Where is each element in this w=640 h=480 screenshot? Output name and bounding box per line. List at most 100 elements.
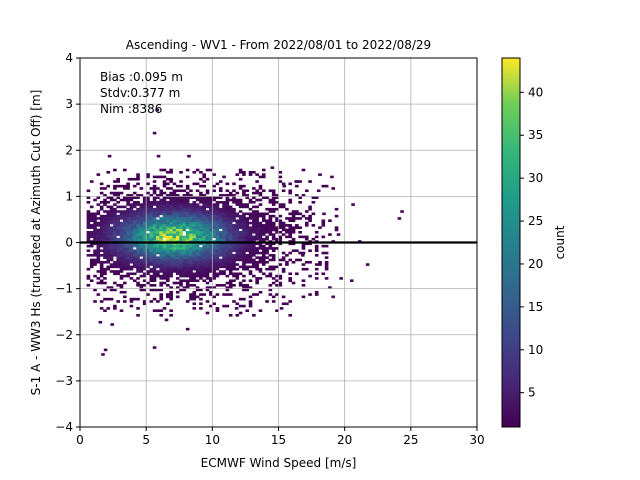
- heatmap-cell: [314, 254, 319, 257]
- heatmap-cell: [116, 194, 120, 197]
- heatmap-cell: [218, 233, 223, 236]
- heatmap-cell: [136, 277, 140, 280]
- heatmap-cell: [159, 203, 164, 206]
- heatmap-cell: [294, 180, 298, 183]
- heatmap-cell: [136, 256, 140, 259]
- heatmap-cell: [182, 256, 187, 259]
- heatmap-cell: [222, 242, 226, 246]
- heatmap-cell: [119, 277, 124, 280]
- heatmap-cell: [195, 247, 200, 250]
- heatmap-cell: [185, 203, 190, 206]
- heatmap-cell: [205, 256, 210, 259]
- heatmap-cell: [182, 237, 187, 241]
- heatmap-cell: [199, 228, 203, 232]
- heatmap-cell: [271, 242, 276, 246]
- heatmap-cell: [248, 295, 253, 299]
- heatmap-cell: [192, 237, 197, 241]
- heatmap-cell: [103, 217, 107, 220]
- heatmap-cell: [281, 182, 286, 186]
- heatmap-cell: [101, 353, 105, 356]
- heatmap-cell: [215, 309, 220, 312]
- heatmap-cell: [228, 233, 233, 236]
- heatmap-cell: [119, 205, 124, 209]
- heatmap-cell: [132, 221, 137, 225]
- heatmap-cell: [109, 230, 114, 234]
- heatmap-cell: [99, 265, 104, 269]
- heatmap-cell: [123, 247, 127, 250]
- heatmap-cell: [96, 203, 101, 206]
- heatmap-cell: [172, 258, 177, 262]
- heatmap-cell: [215, 265, 220, 269]
- heatmap-cell: [288, 258, 293, 262]
- heatmap-cell: [152, 254, 157, 257]
- heatmap-cell: [209, 267, 213, 271]
- heatmap-cell: [103, 277, 107, 280]
- heatmap-cell: [152, 230, 157, 234]
- heatmap-cell: [162, 249, 167, 253]
- heatmap-cell: [212, 184, 216, 188]
- heatmap-cell: [195, 272, 200, 276]
- heatmap-cell: [139, 284, 144, 287]
- colorbar-label: count: [553, 225, 567, 259]
- heatmap-cell: [146, 228, 150, 232]
- heatmap-cell: [268, 288, 273, 292]
- heatmap-cell: [113, 224, 117, 227]
- heatmap-cell: [175, 295, 180, 299]
- heatmap-cell: [189, 203, 193, 206]
- heatmap-cell: [268, 293, 273, 296]
- heatmap-cell: [179, 251, 183, 255]
- heatmap-cell: [268, 189, 273, 193]
- heatmap-cell: [199, 277, 203, 280]
- heatmap-cell: [298, 251, 302, 255]
- heatmap-cell: [86, 254, 91, 257]
- heatmap-cell: [235, 313, 240, 317]
- heatmap-cell: [205, 230, 210, 234]
- heatmap-cell: [232, 182, 236, 186]
- heatmap-cell: [129, 251, 134, 255]
- heatmap-cell: [126, 184, 130, 188]
- heatmap-cell: [136, 194, 140, 197]
- heatmap-cell: [245, 288, 250, 292]
- heatmap-cell: [103, 210, 107, 213]
- heatmap-cell: [139, 270, 144, 273]
- heatmap-cell: [209, 221, 213, 225]
- heatmap-cell: [123, 256, 127, 259]
- heatmap-cell: [116, 191, 120, 195]
- heatmap-cell: [232, 214, 236, 218]
- chart-title: Ascending - WV1 - From 2022/08/01 to 202…: [126, 38, 431, 52]
- heatmap-cell: [225, 260, 230, 264]
- heatmap-cell: [195, 267, 200, 271]
- heatmap-cell: [136, 224, 140, 227]
- heatmap-cell: [93, 288, 97, 292]
- heatmap-cell: [316, 189, 321, 193]
- heatmap-cell: [199, 274, 203, 278]
- heatmap-cell: [156, 200, 160, 204]
- heatmap-cell: [242, 219, 246, 223]
- heatmap-cell: [182, 224, 187, 227]
- heatmap-cell: [308, 207, 312, 211]
- heatmap-cell: [179, 258, 183, 262]
- heatmap-cell: [278, 224, 283, 227]
- heatmap-cell: [182, 212, 187, 216]
- heatmap-cell: [209, 203, 213, 206]
- heatmap-cell: [136, 200, 140, 204]
- heatmap-cell: [149, 200, 154, 204]
- heatmap-cell: [238, 281, 243, 285]
- heatmap-cell: [156, 219, 160, 223]
- heatmap-cell: [245, 212, 250, 216]
- heatmap-cell: [182, 244, 187, 248]
- heatmap-cell: [212, 258, 216, 262]
- heatmap-cell: [113, 180, 117, 183]
- heatmap-cell: [152, 180, 157, 183]
- heatmap-cell: [116, 237, 120, 241]
- heatmap-cell: [268, 265, 273, 269]
- heatmap-cell: [321, 251, 326, 255]
- heatmap-cell: [185, 274, 190, 278]
- heatmap-cell: [248, 200, 253, 204]
- heatmap-cell: [152, 272, 157, 276]
- heatmap-cell: [245, 249, 250, 253]
- heatmap-cell: [258, 237, 263, 241]
- heatmap-cell: [199, 288, 203, 292]
- heatmap-cell: [308, 242, 312, 246]
- heatmap-cell: [222, 293, 226, 296]
